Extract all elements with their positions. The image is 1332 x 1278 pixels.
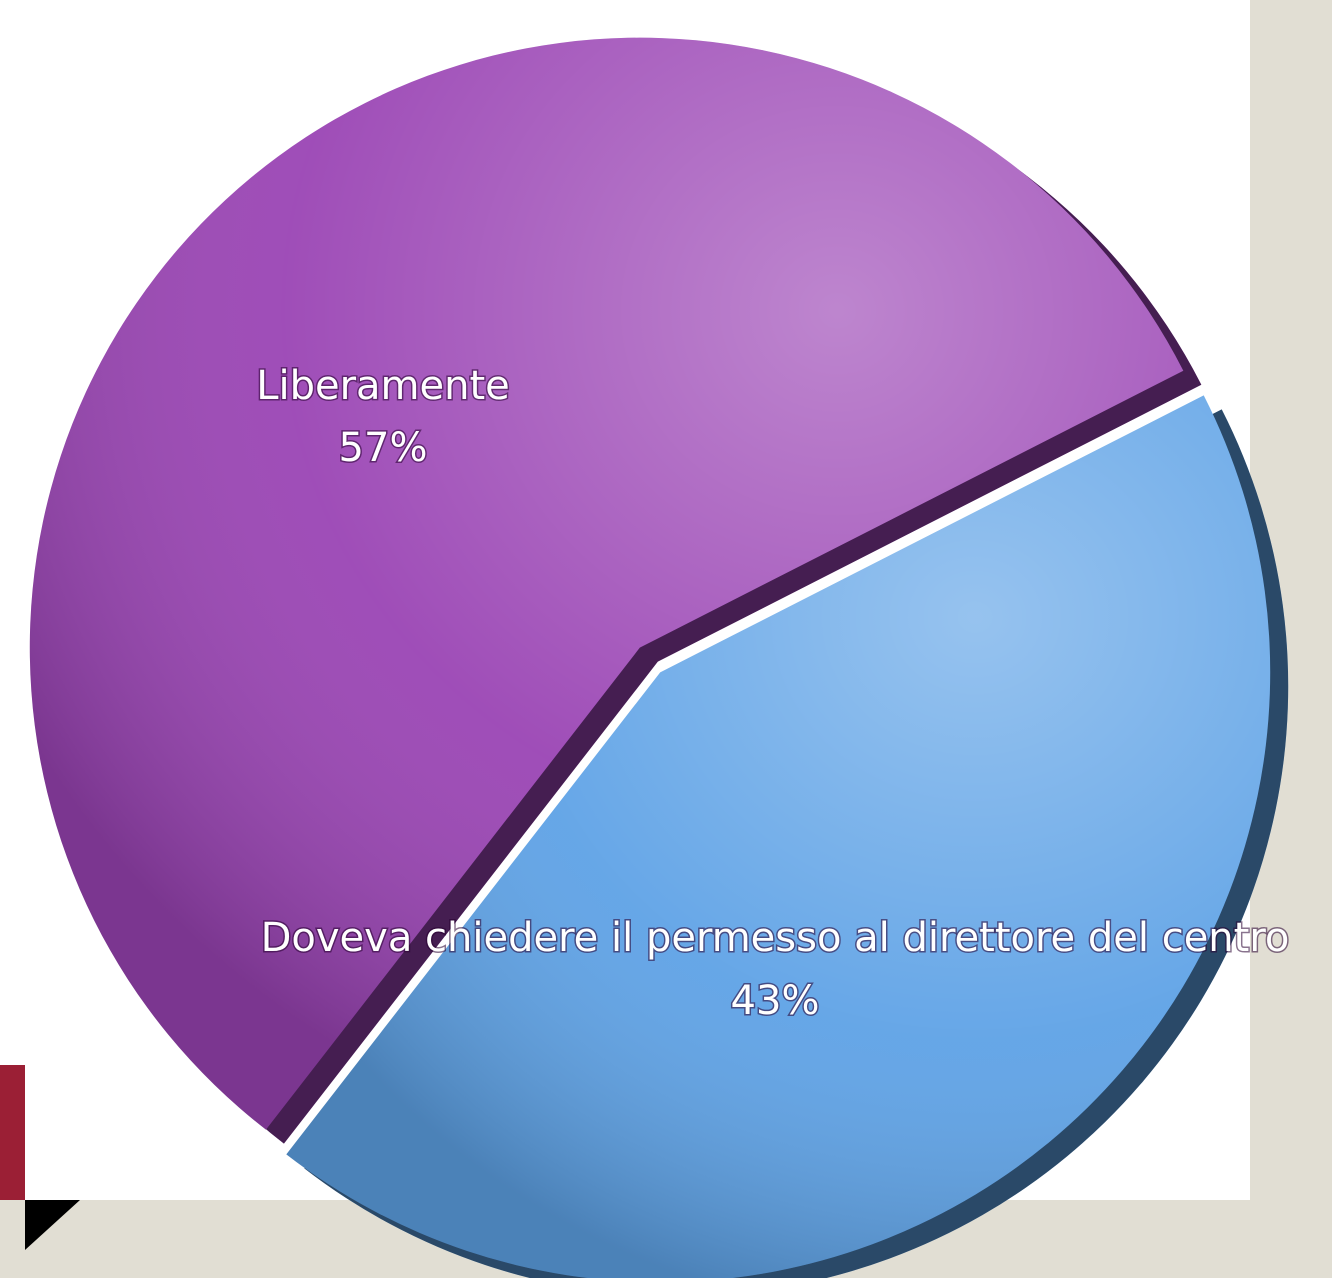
accent-triangle [25, 1200, 80, 1250]
pie [29, 37, 1289, 1278]
slice-label: Doveva chiedere il permesso al direttore… [261, 915, 1290, 961]
labels: Liberamente 57% Doveva chiedere il permess… [255, 362, 1291, 1026]
slice-value-label: 57% [339, 425, 428, 471]
slice-shine [29, 37, 1184, 1130]
slice-value-label: 43% [731, 978, 820, 1024]
slice-shine [286, 395, 1271, 1278]
accent-bar [0, 1065, 25, 1200]
slice-label: Liberamente [256, 363, 510, 409]
